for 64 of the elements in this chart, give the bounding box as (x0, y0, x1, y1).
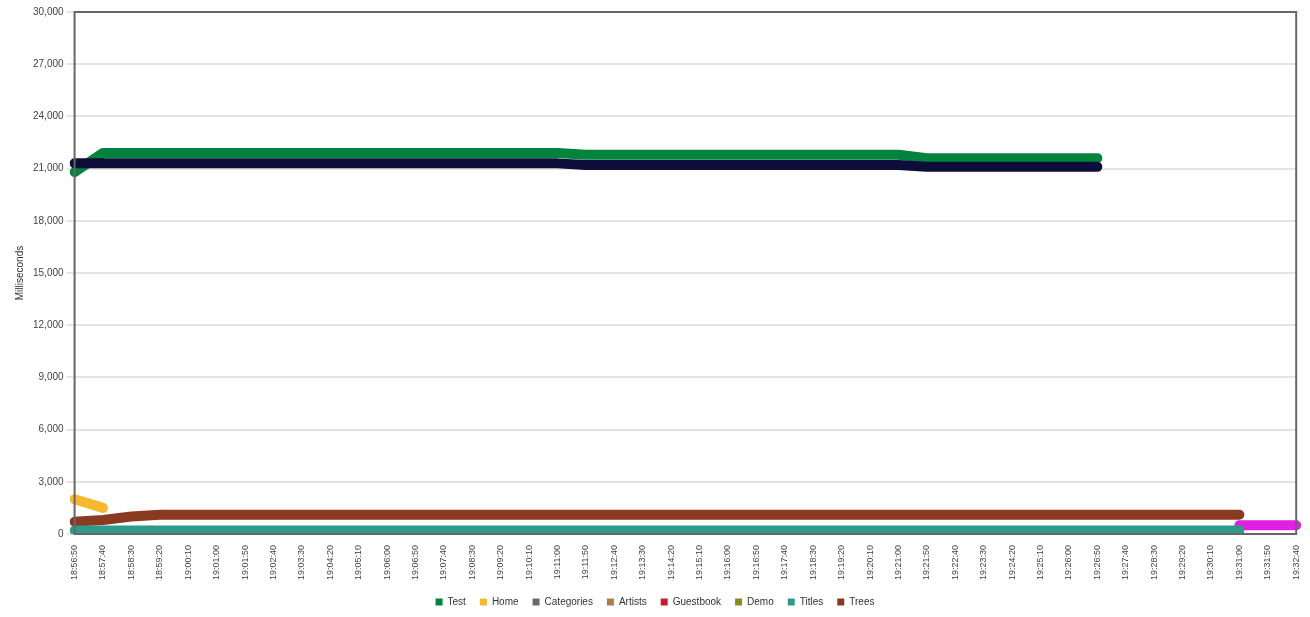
x-tick-label: 19:29:20 (1177, 544, 1188, 581)
x-tick-label: 19:13:30 (637, 544, 648, 581)
x-tick-label: 18:57:40 (97, 544, 108, 581)
legend-label: Home (491, 595, 519, 607)
legend-label: Guestbook (672, 595, 723, 607)
x-tick-label: 19:09:20 (495, 544, 506, 581)
x-tick-label: 19:32:40 (1290, 544, 1301, 581)
y-tick-label: 24,000 (32, 110, 65, 122)
legend-label: Categories (544, 595, 593, 607)
x-tick-label: 19:20:10 (864, 544, 875, 581)
x-tick-label: 19:08:30 (466, 544, 477, 581)
x-tick-label: 19:07:40 (438, 544, 449, 581)
x-tick-label: 19:28:30 (1148, 544, 1159, 581)
legend-label: Test (447, 595, 467, 607)
x-tick-label: 19:01:50 (239, 544, 250, 581)
x-tick-label: 19:06:00 (381, 544, 392, 581)
x-tick-label: 19:30:10 (1205, 544, 1216, 581)
x-tick-label: 19:11:50 (580, 544, 591, 580)
x-tick-label: 18:56:50 (69, 544, 80, 581)
x-tick-label: 18:58:30 (125, 544, 136, 581)
x-tick-label: 19:03:30 (296, 544, 307, 581)
y-tick-label: 0 (58, 527, 65, 539)
x-tick-label: 19:12:40 (608, 544, 619, 581)
legend-label: Trees (849, 595, 875, 607)
x-tick-label: 19:24:20 (1006, 544, 1017, 581)
x-tick-label: 19:22:40 (949, 544, 960, 581)
x-tick-label: 19:15:10 (694, 544, 705, 581)
x-tick-label: 19:26:50 (1091, 544, 1102, 581)
x-tick-label: 19:02:40 (267, 544, 278, 581)
x-tick-label: 19:10:10 (523, 544, 534, 581)
x-tick-label: 19:31:50 (1262, 544, 1273, 581)
y-tick-label: 9,000 (38, 371, 65, 383)
x-tick-label: 19:19:20 (836, 544, 847, 581)
x-tick-label: 18:59:20 (154, 544, 165, 581)
x-tick-label: 19:14:20 (665, 544, 676, 581)
y-tick-label: 15,000 (32, 266, 65, 278)
legend-label: Artists (618, 595, 647, 607)
y-tick-label: 18,000 (32, 214, 65, 226)
legend-label: Titles (799, 595, 824, 607)
x-tick-label: 19:23:30 (978, 544, 989, 581)
y-tick-label: 21,000 (32, 162, 65, 174)
y-tick-label: 12,000 (32, 318, 65, 330)
x-tick-label: 19:21:00 (892, 544, 903, 581)
x-tick-label: 19:06:50 (409, 544, 420, 581)
x-tick-label: 19:11:00 (552, 544, 563, 580)
x-tick-label: 19:05:10 (353, 544, 364, 581)
x-tick-label: 19:31:00 (1233, 544, 1244, 581)
x-tick-label: 19:18:30 (807, 544, 818, 581)
x-tick-label: 19:04:20 (324, 544, 335, 581)
y-tick-label: 27,000 (32, 57, 65, 69)
x-tick-label: 19:16:00 (722, 544, 733, 581)
x-tick-label: 19:16:50 (750, 544, 761, 581)
x-tick-label: 19:00:10 (182, 544, 193, 581)
y-tick-label: 30,000 (32, 5, 65, 17)
legend-label: Demo (747, 595, 775, 607)
x-tick-label: 19:26:00 (1063, 544, 1074, 581)
x-tick-label: 19:21:50 (921, 544, 932, 581)
y-axis-title: Milliseconds (13, 245, 25, 301)
y-tick-label: 3,000 (38, 475, 65, 487)
y-tick-label: 6,000 (38, 423, 65, 435)
x-tick-label: 19:25:10 (1035, 544, 1045, 581)
x-tick-label: 19:17:40 (779, 544, 790, 581)
x-tick-label: 19:01:00 (211, 544, 222, 581)
x-tick-label: 19:27:40 (1120, 544, 1131, 581)
